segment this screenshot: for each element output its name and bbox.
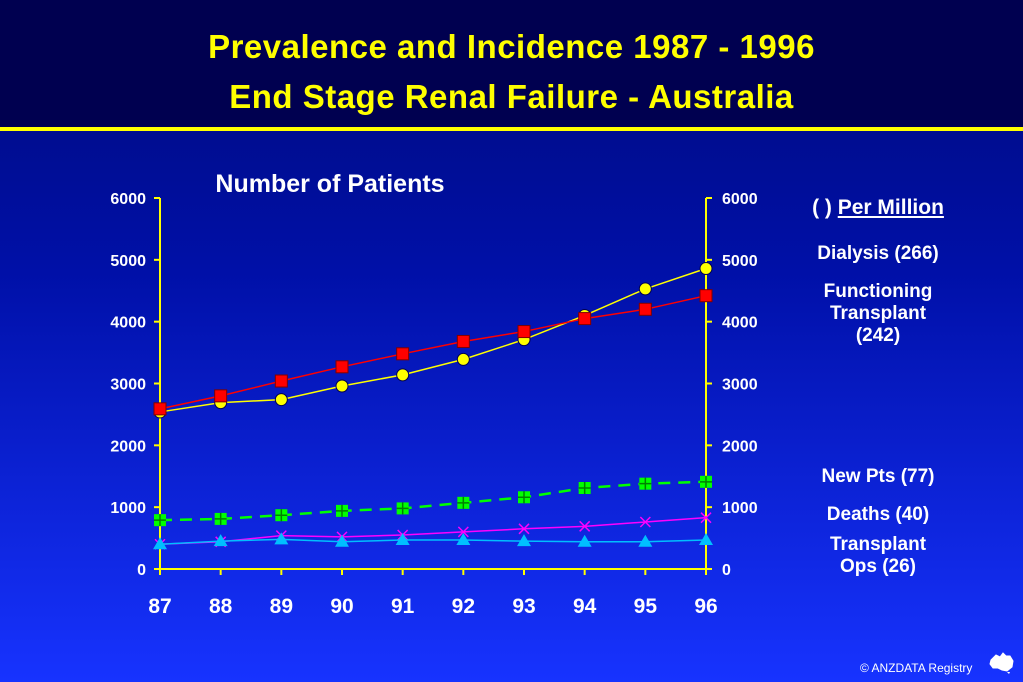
data-point-transplant_ops [700,512,712,524]
x-tick-label: 90 [330,595,353,618]
data-point-deaths [638,534,653,547]
legend-transplant-ops: Transplant Ops (26) [829,534,927,577]
data-point-transplant [335,360,349,374]
chart-title: Number of Patients [215,170,444,198]
data-point-transplant [578,312,592,326]
data-point-new_patients [275,509,288,522]
data-point-new_patients-cross [457,496,470,509]
data-point-new_patients [457,496,470,509]
data-point-deaths [153,537,167,550]
x-tick-label: 95 [634,595,658,618]
per-million-label: ( ) Per Million [793,197,963,219]
data-point-dialysis [699,261,713,275]
data-point-dialysis [274,393,288,407]
legend-dialysis: Dialysis (266) [817,243,939,264]
data-point-transplant [517,325,531,339]
data-point-deaths [456,532,471,545]
copyright-footer: © ANZDATA Registry [860,661,973,675]
data-point-transplant [274,374,288,388]
series-line-transplant_ops [159,516,707,546]
header-band [0,0,1023,128]
data-point-transplant [638,302,652,316]
left-y-tick-label: 4000 [110,315,146,332]
header-rule [0,127,1023,131]
right-y-tick-label: 5000 [722,253,758,270]
x-tick-label: 96 [694,595,717,618]
right-y-tick-label: 4000 [722,315,758,332]
legend-new-pts: New Pts (77) [821,466,935,487]
data-point-new_patients [336,504,348,517]
data-point-transplant_ops [579,520,591,532]
legend-deaths: Deaths (40) [826,504,930,525]
right-y-tick-label: 3000 [722,377,758,394]
data-point-new_patients-cross [154,514,166,527]
data-point-dialysis [335,379,349,393]
data-point-transplant_ops [457,526,469,538]
data-point-new_patients [214,512,227,525]
data-point-deaths [213,534,228,547]
data-point-transplant_ops [639,516,651,528]
left-y-tick-label: 1000 [110,500,146,517]
right-y-tick-label: 0 [722,562,731,579]
x-tick-label: 93 [512,595,535,618]
x-tick-label: 89 [270,595,293,618]
data-point-transplant [699,289,713,303]
per-million-prefix: ( ) [812,196,838,219]
australia-map-icon [989,652,1014,674]
data-point-new_patients [700,475,712,488]
right-y-tick-label: 1000 [722,500,758,517]
data-point-transplant [153,402,167,416]
data-point-new_patients-cross [396,502,409,515]
data-point-new_patients [154,514,166,527]
data-point-new_patients [639,477,652,490]
x-tick-label: 94 [573,595,597,618]
data-point-new_patients-cross [639,477,652,490]
data-point-dialysis [638,282,652,296]
data-point-new_patients-cross [700,475,712,488]
series-line-deaths [159,538,707,546]
data-point-transplant [456,334,470,348]
x-tick-label: 88 [209,595,233,618]
data-point-transplant_ops [518,523,530,535]
data-point-deaths [577,534,592,547]
left-y-tick-label: 0 [137,562,146,579]
data-point-new_patients-cross [336,504,348,517]
data-point-deaths [274,532,289,545]
x-tick-label: 87 [148,595,171,618]
data-point-new_patients-cross [578,481,591,494]
right-y-tick-label: 6000 [722,191,758,208]
data-point-deaths [395,532,410,545]
data-point-new_patients-cross [275,509,288,522]
left-y-tick-label: 3000 [110,377,146,394]
left-y-tick-label: 5000 [110,253,146,270]
page-title-line-2: End Stage Renal Failure - Australia [229,78,794,115]
page-title-line-1: Prevalence and Incidence 1987 - 1996 [208,28,815,65]
data-point-transplant [214,389,228,403]
data-point-transplant [396,347,410,361]
data-point-deaths [517,534,531,547]
data-point-deaths [335,534,349,547]
data-point-dialysis [456,352,470,366]
left-y-tick-label: 2000 [110,438,146,455]
x-tick-label: 92 [452,595,475,618]
data-point-new_patients [396,502,409,515]
series-line-transplant [159,294,707,410]
legend-functioning-transplant: Functioning Transplant (242) [823,281,933,346]
series-line-new_patients [159,480,707,522]
data-point-dialysis [396,368,410,382]
data-point-new_patients [578,481,591,494]
x-tick-label: 91 [391,595,415,618]
series-line-dialysis [159,267,707,413]
per-million-text: Per Million [837,196,944,219]
left-y-tick-label: 6000 [110,191,146,208]
data-point-new_patients-cross [518,491,530,504]
right-y-tick-label: 2000 [722,438,758,455]
data-point-new_patients-cross [214,512,227,525]
data-point-new_patients [518,491,530,504]
data-point-deaths [699,532,713,545]
